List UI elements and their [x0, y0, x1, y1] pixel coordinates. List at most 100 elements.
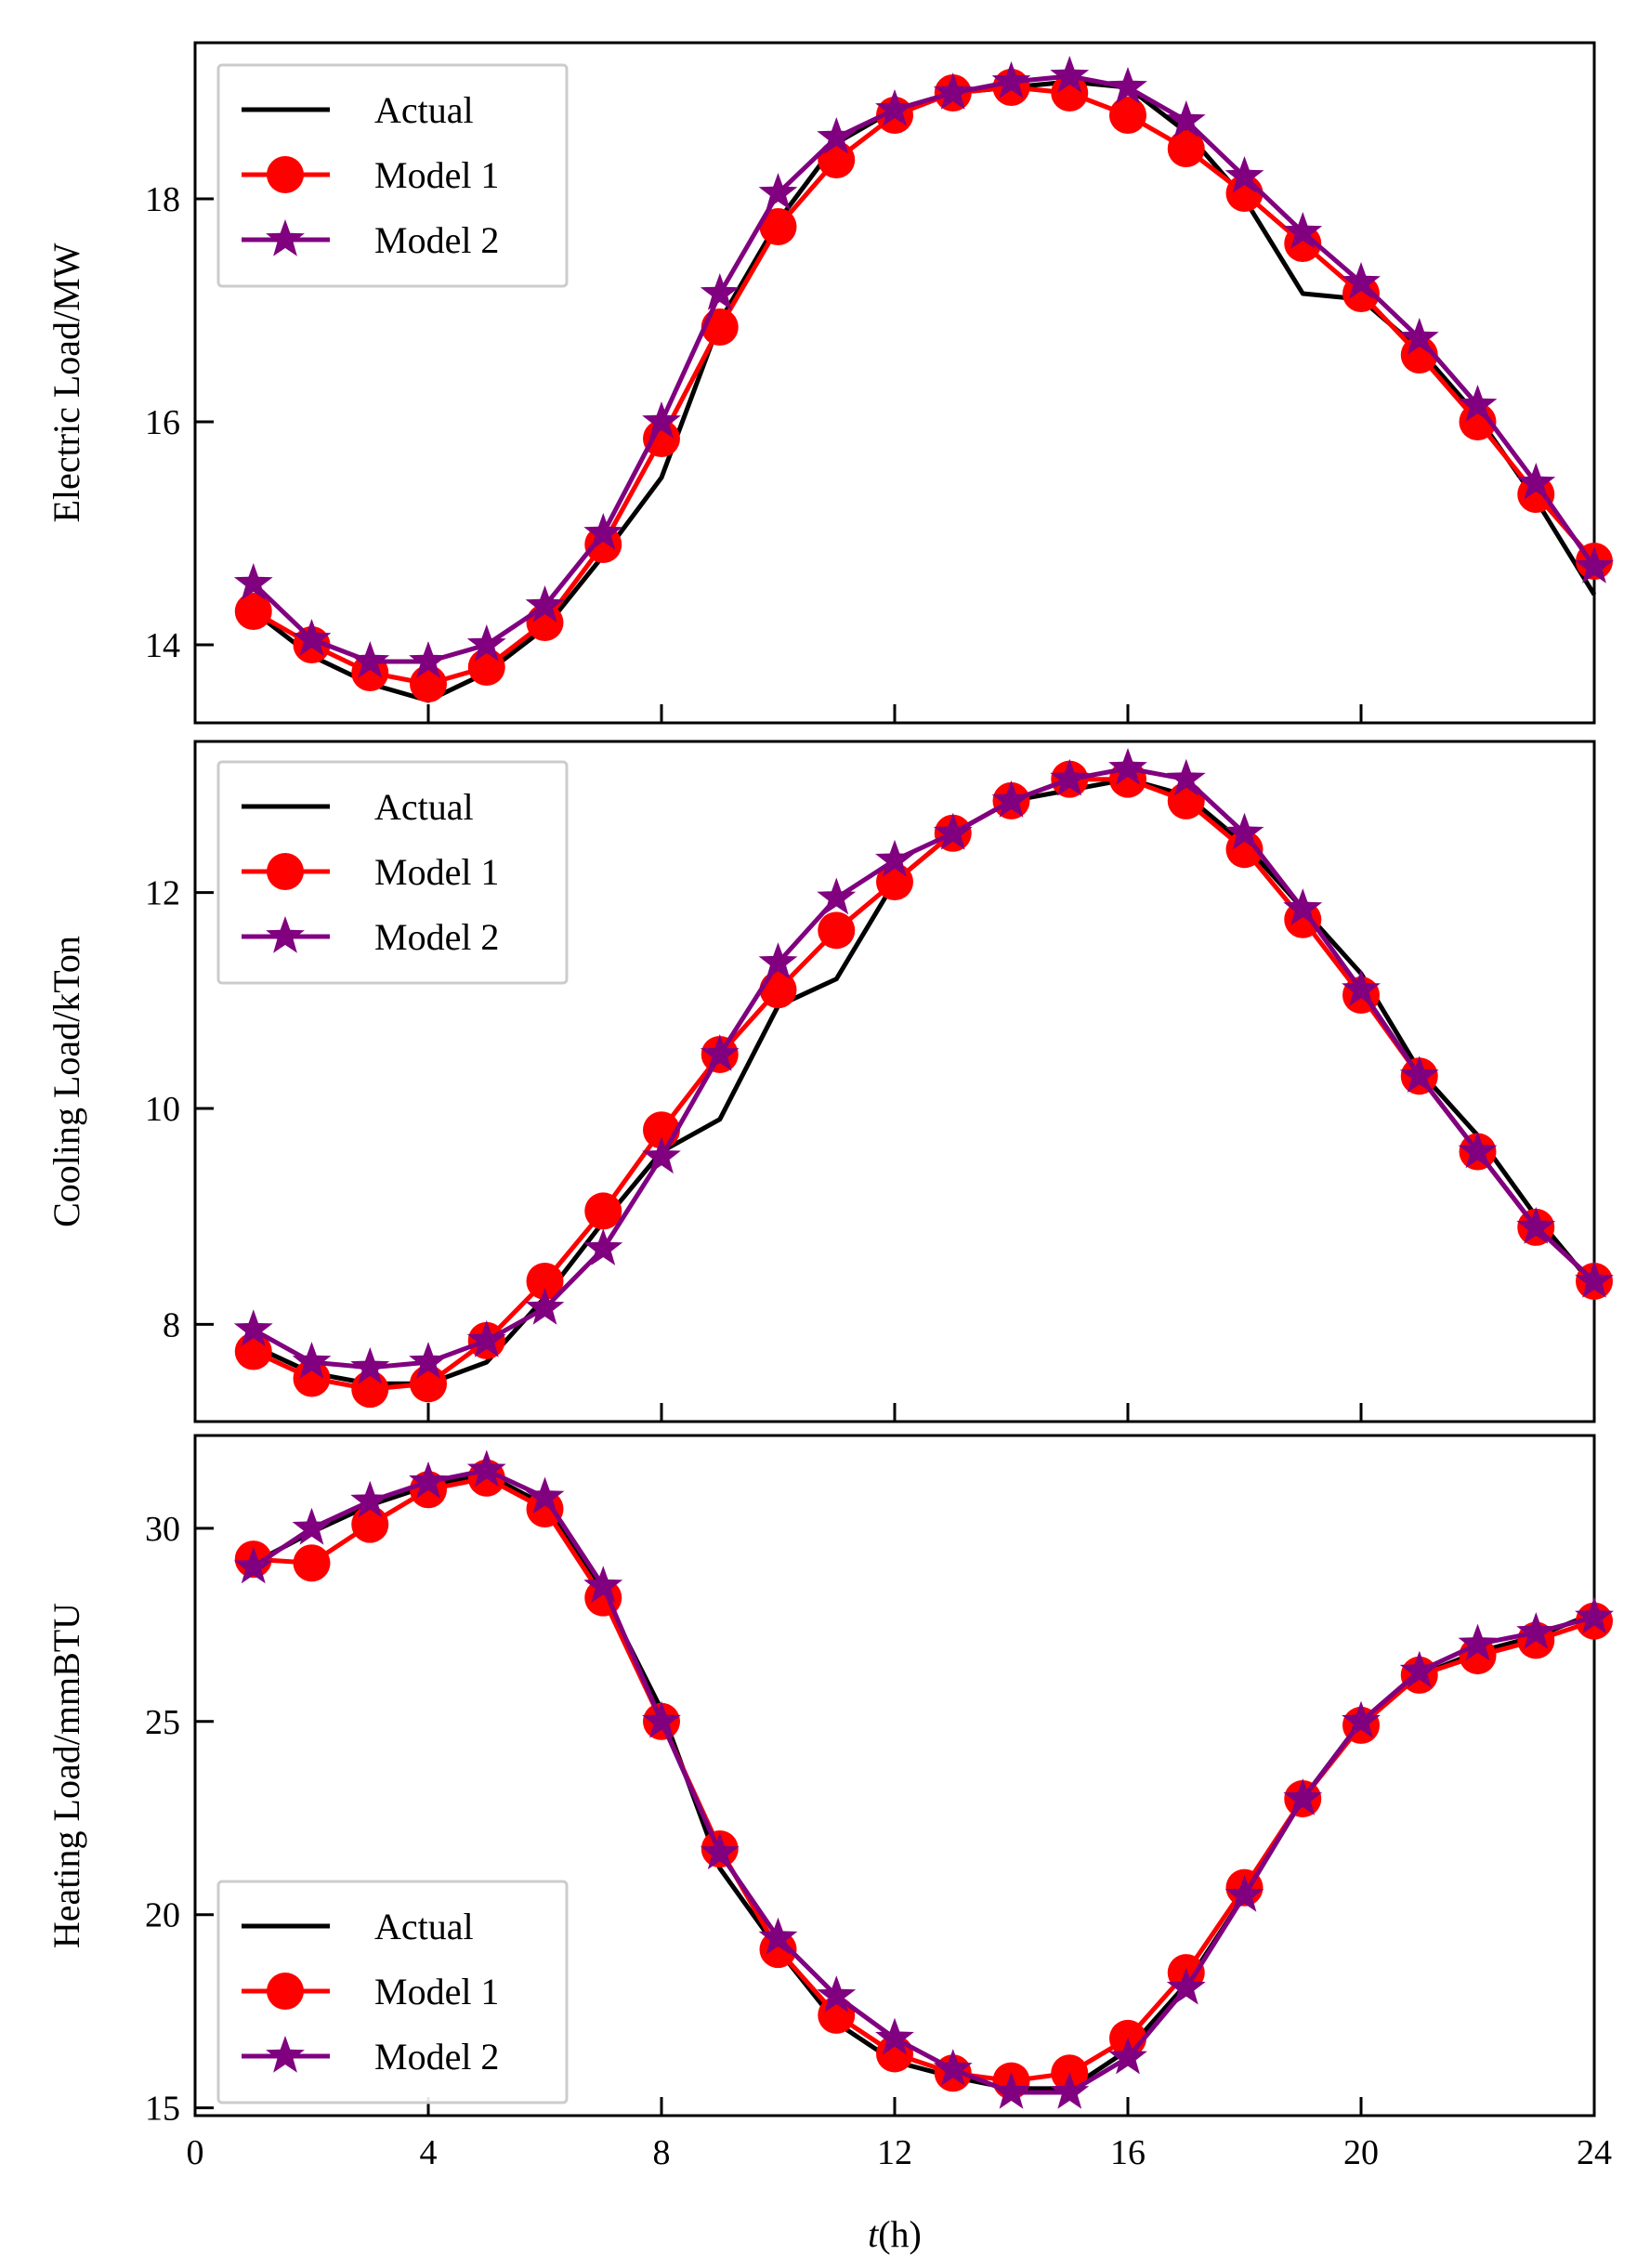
x-axis-title-unit: (h)	[878, 2213, 922, 2255]
data-point-model1	[410, 1365, 447, 1403]
data-point-model2	[991, 2072, 1031, 2109]
data-point-model2	[1224, 156, 1264, 193]
data-point-model2	[466, 1449, 506, 1488]
data-point-model2	[1516, 1206, 1556, 1244]
data-point-model2	[233, 563, 273, 600]
x-tick-label: 24	[1577, 2133, 1612, 2172]
y-tick-label: 15	[145, 2090, 180, 2129]
data-point-model2	[466, 624, 506, 662]
data-point-model2	[875, 89, 914, 126]
legend-label-model1: Model 1	[374, 154, 499, 196]
data-point-model1	[1167, 130, 1205, 167]
data-point-model2	[758, 1917, 798, 1955]
data-point-model1	[293, 1359, 331, 1397]
data-point-model2	[1166, 1967, 1206, 2005]
data-point-model1	[584, 526, 622, 563]
data-point-model1	[1109, 97, 1146, 134]
data-point-model2	[525, 585, 565, 623]
series-line-model2	[252, 1467, 1595, 2095]
x-tick-label: 12	[877, 2133, 912, 2172]
data-point-model2	[292, 1342, 332, 1379]
data-point-model2	[409, 641, 448, 678]
data-point-model2	[350, 1346, 390, 1384]
legend-marker-model1	[267, 1973, 304, 2010]
legend-marker-model2	[266, 219, 305, 256]
data-point-model2	[1342, 1700, 1381, 1738]
data-point-model2	[991, 780, 1031, 818]
data-point-model1	[526, 1262, 564, 1300]
x-tick-label: 8	[653, 2133, 671, 2172]
data-point-model2	[233, 1309, 273, 1346]
y-tick-label: 16	[145, 403, 180, 442]
data-point-model1	[1342, 275, 1380, 312]
data-point-model2	[1166, 758, 1206, 796]
data-point-model2	[1108, 748, 1147, 785]
data-point-model2	[933, 2049, 973, 2086]
data-point-model2	[875, 839, 914, 877]
legend-box	[216, 1880, 569, 2104]
data-point-model2	[1283, 888, 1323, 925]
data-point-model2	[1458, 1131, 1498, 1169]
data-point-model2	[933, 812, 973, 850]
data-point-model2	[1050, 2072, 1090, 2109]
data-point-model2	[700, 1832, 740, 1869]
data-point-model2	[1283, 1778, 1323, 1816]
data-point-model2	[1516, 1612, 1556, 1649]
legend: Actual Model 1 Model 2	[216, 63, 569, 288]
y-tick-label: 20	[145, 1896, 180, 1935]
data-point-model2	[466, 1319, 506, 1357]
data-point-model2	[1575, 1261, 1614, 1298]
legend-label-actual: Actual	[374, 89, 474, 131]
data-point-model1	[293, 1544, 331, 1582]
data-point-model2	[525, 1476, 565, 1514]
data-point-model2	[1399, 318, 1439, 355]
data-point-model2	[933, 72, 973, 110]
legend-marker-model1	[267, 156, 304, 193]
legend-label-actual: Actual	[374, 1906, 474, 1947]
y-tick-label: 12	[145, 874, 180, 913]
y-tick-label: 25	[145, 1703, 180, 1742]
data-point-model2	[642, 1136, 681, 1174]
data-point-model2	[817, 877, 857, 915]
data-point-model1	[351, 1370, 389, 1409]
legend-label-model2: Model 2	[374, 916, 499, 958]
data-point-model2	[350, 1480, 390, 1518]
data-point-model2	[525, 1288, 565, 1325]
data-point-model2	[642, 401, 681, 439]
data-point-model2	[1224, 1874, 1264, 1912]
x-tick-label: 20	[1343, 2133, 1379, 2172]
y-tick-label: 14	[145, 626, 180, 665]
data-point-model1	[1167, 781, 1205, 819]
panel-1: 14 16 18 Electric Load/MW Actual Model 1 Model…	[46, 41, 1614, 725]
legend-label-model1: Model 1	[374, 851, 499, 893]
data-point-model1	[351, 1505, 389, 1543]
data-point-model2	[1575, 1596, 1614, 1634]
data-point-model2	[1399, 1055, 1439, 1093]
y-tick-label: 30	[145, 1510, 180, 1549]
legend-label-model1: Model 1	[374, 1971, 499, 2012]
data-point-model2	[1050, 758, 1090, 796]
data-point-model1	[526, 1490, 564, 1528]
data-point-model2	[1575, 546, 1614, 583]
data-point-model1	[1284, 225, 1322, 262]
y-tick-label: 8	[163, 1305, 180, 1344]
data-point-model2	[292, 1507, 332, 1545]
legend-label-model2: Model 2	[374, 2036, 499, 2078]
data-point-model2	[583, 1566, 623, 1603]
data-point-model2	[583, 1228, 623, 1265]
data-point-model2	[875, 2017, 914, 2055]
legend-marker-model2	[266, 2036, 305, 2073]
data-point-model2	[1516, 463, 1556, 500]
y-axis-title: Heating Load/mmBTU	[46, 1603, 87, 1948]
panel-3: 15 20 25 30 0 4 8 12 16 20 24 Heating Load/mmBTU Act…	[46, 1434, 1614, 2172]
y-axis-title: Electric Load/MW	[46, 243, 87, 522]
data-point-model2	[1224, 812, 1264, 850]
legend-marker-model1	[267, 853, 304, 890]
legend-label-actual: Actual	[374, 786, 474, 828]
data-point-model2	[1342, 969, 1381, 1006]
data-point-model2	[642, 1700, 681, 1738]
data-point-model2	[817, 117, 857, 154]
y-tick-label: 18	[145, 180, 180, 219]
